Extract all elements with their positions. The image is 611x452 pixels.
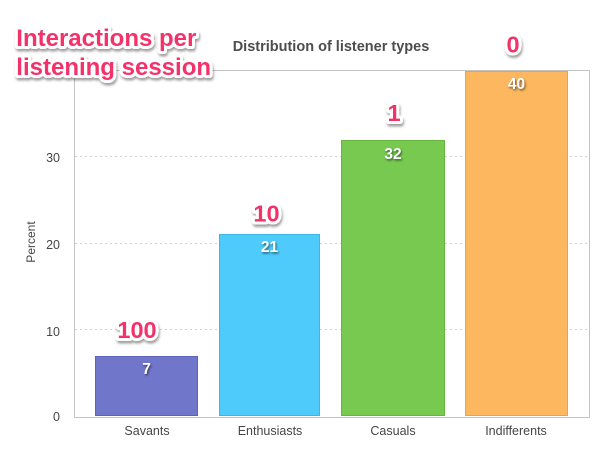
svg-text:1: 1 xyxy=(387,100,400,126)
svg-text:0: 0 xyxy=(506,32,519,58)
svg-text:listening session: listening session xyxy=(16,54,211,81)
svg-text:Interactions per: Interactions per xyxy=(16,25,196,52)
svg-text:100: 100 xyxy=(117,317,156,343)
svg-text:10: 10 xyxy=(253,201,279,227)
